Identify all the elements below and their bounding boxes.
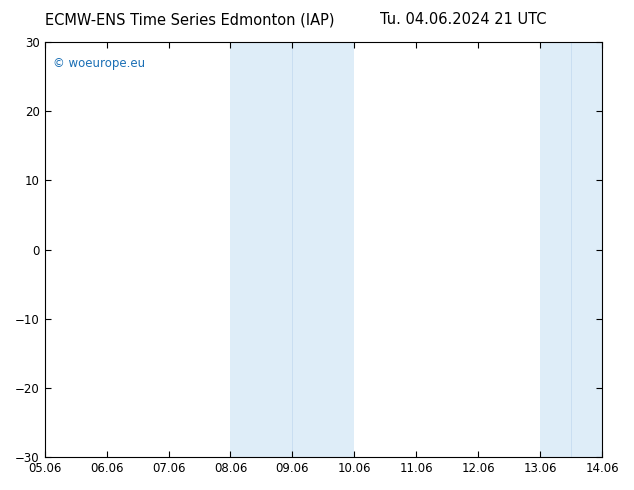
Bar [540, 42, 571, 457]
Bar [571, 42, 602, 457]
Text: © woeurope.eu: © woeurope.eu [53, 56, 145, 70]
Bar [231, 42, 292, 457]
Text: Tu. 04.06.2024 21 UTC: Tu. 04.06.2024 21 UTC [380, 12, 546, 27]
Text: ECMW-ENS Time Series Edmonton (IAP): ECMW-ENS Time Series Edmonton (IAP) [46, 12, 335, 27]
Bar [292, 42, 354, 457]
